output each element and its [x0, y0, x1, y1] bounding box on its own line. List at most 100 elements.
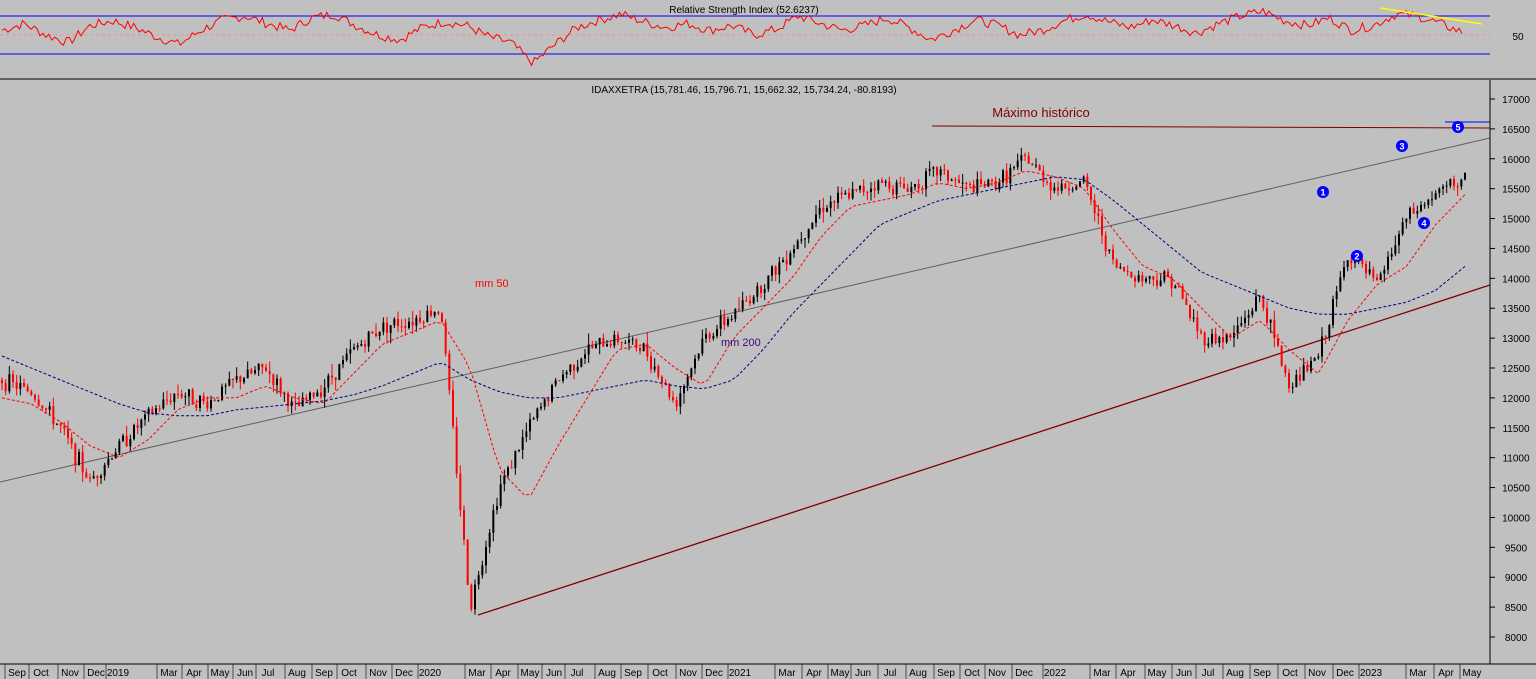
- x-tick-label: Nov: [679, 668, 697, 679]
- x-tick-label: 2022: [1044, 668, 1067, 679]
- candle-body: [45, 408, 47, 410]
- candle-body: [994, 180, 997, 190]
- candle-body: [1200, 331, 1202, 333]
- wave-marker-text: 2: [1354, 252, 1359, 262]
- candle-body: [1148, 276, 1151, 279]
- candle-body: [932, 167, 935, 169]
- candle-body: [1350, 260, 1353, 264]
- candle-body: [1031, 163, 1034, 166]
- candle-body: [488, 532, 491, 547]
- candle-body: [1093, 200, 1096, 214]
- candle-body: [1383, 269, 1386, 274]
- candle-body: [393, 318, 396, 326]
- candle-body: [1115, 259, 1118, 268]
- x-tick-label: May: [1463, 668, 1482, 679]
- candle-body: [1013, 167, 1015, 169]
- candle-body: [1409, 207, 1411, 219]
- candle-body: [455, 426, 458, 474]
- x-tick-label: Jun: [237, 668, 253, 679]
- candle-body: [389, 325, 392, 334]
- candle-body: [129, 439, 132, 447]
- candle-body: [1317, 356, 1320, 359]
- candle-body: [213, 400, 216, 402]
- candle-body: [48, 406, 51, 410]
- x-tick-label: Oct: [1282, 668, 1298, 679]
- candle-body: [1167, 271, 1169, 278]
- candle-body: [697, 353, 700, 359]
- candle-body: [1082, 176, 1085, 182]
- candle-body: [1046, 181, 1048, 183]
- candle-body: [1108, 249, 1111, 252]
- x-tick-label: Sep: [624, 668, 642, 679]
- price-panel: IDAXXETRA (15,781.46, 15,796.71, 15,662.…: [0, 80, 1530, 664]
- candle-body: [1123, 267, 1125, 271]
- candle-body: [415, 317, 418, 326]
- candle-body: [521, 437, 524, 450]
- candle-body: [609, 344, 612, 346]
- candle-body: [734, 308, 737, 320]
- candle-body: [591, 344, 594, 349]
- candle-body: [848, 192, 850, 199]
- candle-body: [1218, 337, 1221, 344]
- candle-body: [1420, 204, 1422, 212]
- candle-body: [301, 397, 304, 407]
- candle-body: [507, 467, 509, 476]
- candle-body: [133, 425, 135, 440]
- candle-body: [1178, 285, 1180, 287]
- candle-body: [1416, 211, 1419, 214]
- candle-body: [928, 168, 931, 172]
- candle-body: [551, 384, 553, 402]
- candle-body: [888, 181, 891, 189]
- candle-body: [1277, 338, 1279, 346]
- candle-body: [474, 584, 476, 610]
- candle-body: [364, 344, 366, 347]
- candle-body: [675, 400, 678, 407]
- candle-body: [1035, 165, 1037, 167]
- candle-body: [331, 375, 333, 378]
- candle-body: [1434, 193, 1437, 200]
- y-tick-label: 17000: [1502, 95, 1530, 106]
- candle-body: [279, 378, 282, 394]
- candle-body: [745, 300, 748, 302]
- candle-body: [257, 363, 260, 371]
- candle-body: [1427, 199, 1430, 205]
- candle-body: [716, 328, 718, 337]
- candle-body: [1211, 333, 1213, 344]
- candle-body: [793, 249, 795, 254]
- candle-body: [320, 392, 322, 397]
- candle-body: [778, 262, 781, 275]
- candle-body: [1262, 295, 1265, 308]
- candle-body: [12, 374, 14, 383]
- mm200-label: mm 200: [721, 337, 761, 349]
- x-tick-label: May: [1148, 668, 1167, 679]
- candle-body: [155, 408, 157, 414]
- candle-body: [378, 331, 381, 336]
- candle-body: [987, 179, 990, 187]
- candle-body: [1299, 374, 1301, 381]
- candle-body: [1376, 277, 1378, 281]
- candle-body: [1288, 372, 1290, 389]
- x-tick-label: Mar: [160, 668, 178, 679]
- y-tick-label: 9500: [1505, 543, 1528, 554]
- candle-body: [4, 383, 7, 392]
- candle-body: [1112, 249, 1114, 260]
- candle-body: [1310, 360, 1312, 372]
- candle-body: [496, 505, 498, 511]
- candle-body: [1016, 160, 1019, 168]
- candle-body: [375, 333, 377, 336]
- candle-body: [114, 452, 117, 459]
- candle-body: [705, 333, 707, 339]
- candle-body: [356, 345, 359, 348]
- ath-line: [931, 125, 1491, 129]
- x-tick-label: Mar: [1093, 668, 1111, 679]
- candle-body: [327, 375, 330, 388]
- candle-body: [1255, 296, 1257, 311]
- candle-body: [448, 353, 451, 391]
- x-tick-label: Oct: [341, 668, 357, 679]
- candle-body: [947, 170, 949, 181]
- candle-body: [92, 476, 95, 479]
- candle-body: [1119, 267, 1122, 269]
- candle-body: [342, 359, 344, 365]
- candle-body: [1075, 186, 1078, 190]
